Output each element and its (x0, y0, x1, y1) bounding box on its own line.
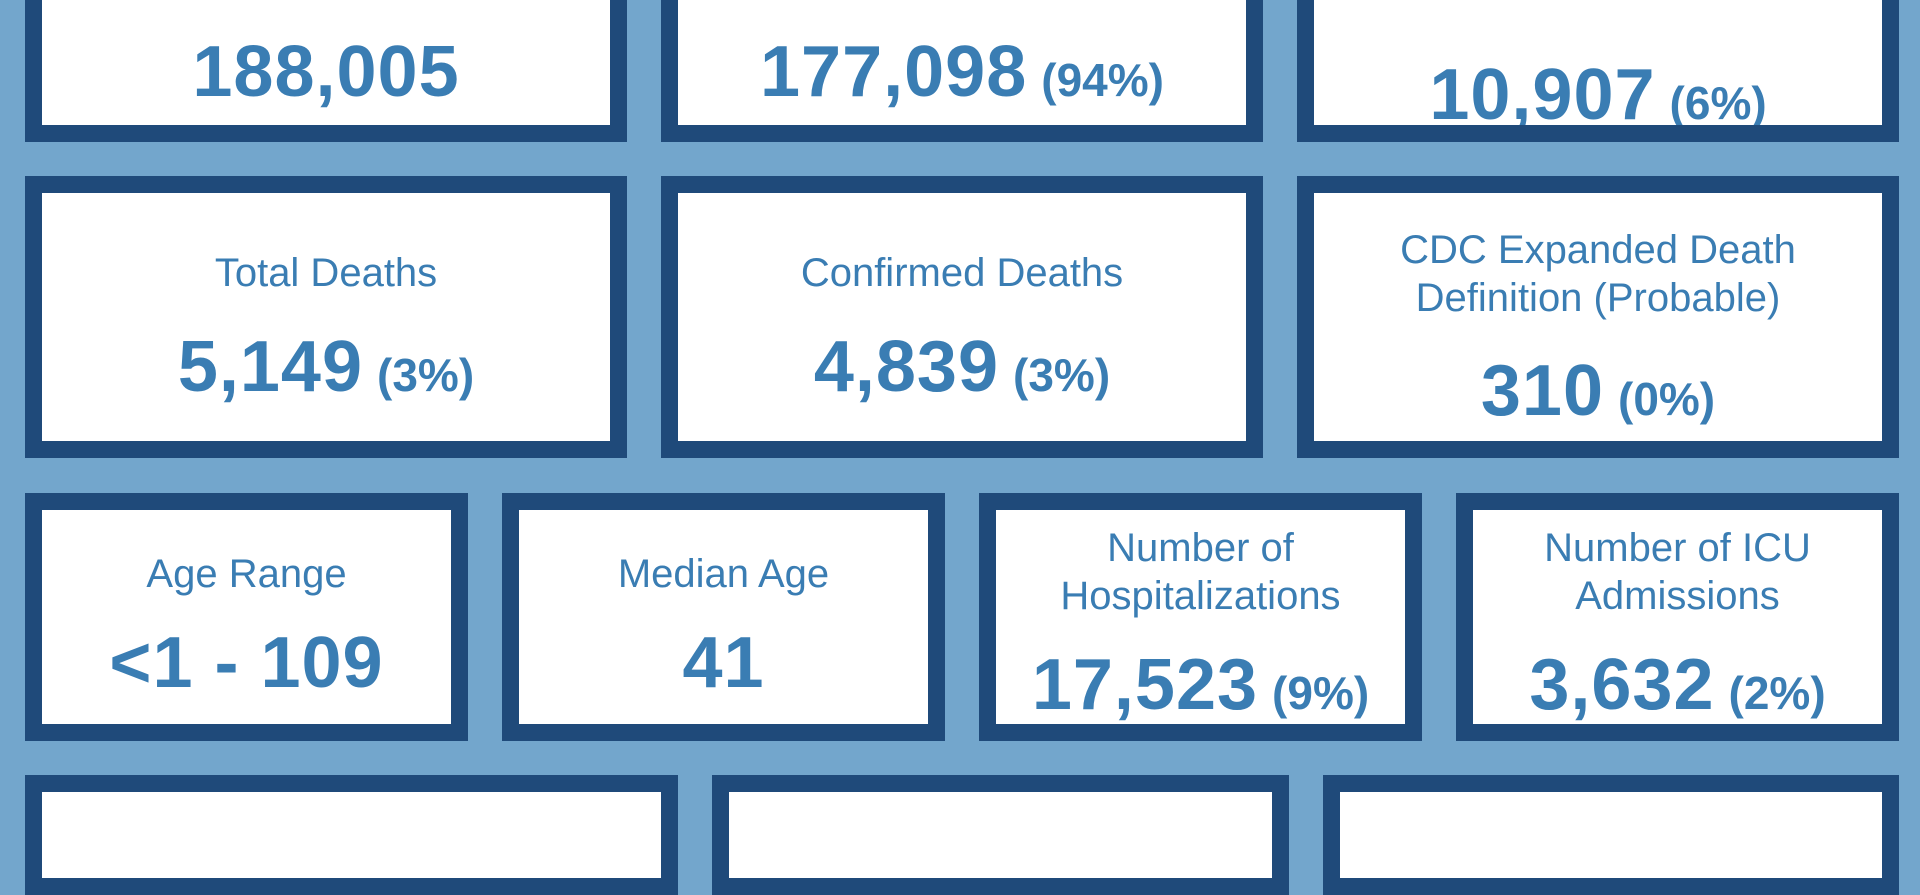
total-deaths-percent: (3%) (377, 349, 475, 401)
age-range-label: Age Range (146, 552, 347, 596)
row4-card-3 (1323, 775, 1899, 895)
median-age-value: 41 (682, 623, 765, 703)
confirmed-deaths-card: Confirmed Deaths 4,839 (3%) (661, 176, 1263, 458)
median-age-value-line: 41 (519, 623, 928, 703)
age-range-card: Age Range <1 - 109 (25, 493, 468, 741)
total-cases-value-line: 188,005 (42, 32, 610, 112)
confirmed-deaths-percent: (3%) (1013, 349, 1111, 401)
total-deaths-label: Total Deaths (214, 251, 438, 295)
icu-admissions-label-line2: Admissions (1575, 574, 1780, 618)
hospitalizations-percent: (9%) (1272, 667, 1370, 719)
icu-admissions-label-line1: Number of ICU (1544, 526, 1811, 570)
probable-cases-value: 10,907 (1429, 55, 1656, 135)
total-deaths-card: Total Deaths 5,149 (3%) (25, 176, 627, 458)
icu-admissions-value-line: 3,632 (2%) (1473, 645, 1882, 725)
icu-admissions-card: Number of ICU Admissions 3,632 (2%) (1456, 493, 1899, 741)
row4-card-2 (712, 775, 1289, 895)
confirmed-deaths-label: Confirmed Deaths (800, 251, 1124, 295)
total-deaths-value-line: 5,149 (3%) (42, 327, 610, 407)
total-deaths-value: 5,149 (177, 327, 364, 407)
total-cases-value: 188,005 (192, 32, 460, 112)
confirmed-cases-card: 177,098 (94%) (661, 0, 1263, 142)
probable-deaths-label-line1: CDC Expanded Death (1400, 228, 1796, 272)
age-range-value-line: <1 - 109 (42, 623, 451, 703)
total-cases-card: 188,005 (25, 0, 627, 142)
probable-cases-percent: (6%) (1669, 77, 1767, 129)
probable-cases-value-line: 10,907 (6%) (1314, 55, 1882, 135)
hospitalizations-label-line1: Number of (1107, 526, 1294, 570)
probable-deaths-label-line2: Definition (Probable) (1415, 276, 1781, 320)
probable-cases-card: 10,907 (6%) (1297, 0, 1899, 142)
row4-card-1 (25, 775, 678, 895)
confirmed-cases-value-line: 177,098 (94%) (678, 32, 1246, 112)
hospitalizations-card: Number of Hospitalizations 17,523 (9%) (979, 493, 1422, 741)
icu-admissions-value: 3,632 (1529, 645, 1715, 725)
confirmed-cases-percent: (94%) (1041, 54, 1164, 106)
confirmed-deaths-value-line: 4,839 (3%) (678, 327, 1246, 407)
median-age-label: Median Age (617, 552, 830, 596)
icu-admissions-percent: (2%) (1728, 667, 1826, 719)
probable-deaths-card: CDC Expanded Death Definition (Probable)… (1297, 176, 1899, 458)
hospitalizations-value-line: 17,523 (9%) (996, 645, 1405, 725)
probable-deaths-value: 310 (1480, 351, 1604, 431)
confirmed-cases-value: 177,098 (760, 32, 1028, 112)
age-range-value: <1 - 109 (109, 623, 384, 703)
median-age-card: Median Age 41 (502, 493, 945, 741)
confirmed-deaths-value: 4,839 (813, 327, 1000, 407)
hospitalizations-value: 17,523 (1031, 645, 1259, 725)
probable-deaths-value-line: 310 (0%) (1314, 351, 1882, 431)
hospitalizations-label-line2: Hospitalizations (1060, 574, 1341, 618)
probable-deaths-percent: (0%) (1618, 373, 1716, 425)
